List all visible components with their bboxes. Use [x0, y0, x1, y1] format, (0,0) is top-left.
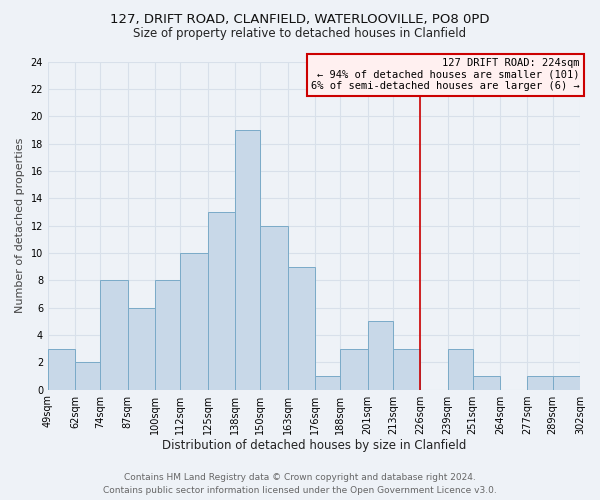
Bar [393, 348, 420, 390]
Bar [260, 226, 287, 390]
Bar [128, 308, 155, 390]
X-axis label: Distribution of detached houses by size in Clanfield: Distribution of detached houses by size … [162, 440, 466, 452]
Bar [448, 348, 473, 390]
Bar [208, 212, 235, 390]
Bar [75, 362, 100, 390]
Text: Size of property relative to detached houses in Clanfield: Size of property relative to detached ho… [133, 28, 467, 40]
Text: Contains HM Land Registry data © Crown copyright and database right 2024.
Contai: Contains HM Land Registry data © Crown c… [103, 474, 497, 495]
Y-axis label: Number of detached properties: Number of detached properties [15, 138, 25, 313]
Bar [340, 348, 368, 390]
Bar [100, 280, 128, 390]
Bar [48, 348, 75, 390]
Bar [553, 376, 580, 390]
Bar [315, 376, 340, 390]
Bar [155, 280, 181, 390]
Bar [181, 253, 208, 390]
Bar [287, 266, 315, 390]
Bar [473, 376, 500, 390]
Text: 127 DRIFT ROAD: 224sqm
← 94% of detached houses are smaller (101)
6% of semi-det: 127 DRIFT ROAD: 224sqm ← 94% of detached… [311, 58, 580, 92]
Bar [527, 376, 553, 390]
Bar [368, 321, 393, 390]
Bar [235, 130, 260, 390]
Text: 127, DRIFT ROAD, CLANFIELD, WATERLOOVILLE, PO8 0PD: 127, DRIFT ROAD, CLANFIELD, WATERLOOVILL… [110, 12, 490, 26]
